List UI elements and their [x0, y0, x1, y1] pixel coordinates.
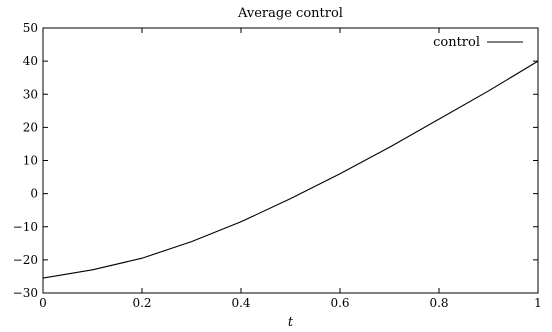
y-tick-label: −30	[13, 286, 38, 300]
x-tick-label: 0	[39, 296, 47, 310]
x-tick-label: 0.6	[330, 296, 349, 310]
series-line-control	[42, 60, 539, 279]
y-tick-label: 0	[30, 187, 38, 201]
y-tick-label: −20	[13, 253, 38, 267]
y-tick-label: −10	[13, 220, 38, 234]
axis-ticks	[42, 27, 539, 294]
y-tick-label: 50	[23, 21, 38, 35]
x-tick-label: 0.2	[132, 296, 151, 310]
x-tick-label: 0.4	[231, 296, 250, 310]
y-tick-label: 40	[23, 54, 38, 68]
legend-label: control	[433, 35, 480, 50]
x-axis-label: t	[288, 315, 294, 330]
y-tick-label: 20	[23, 120, 38, 134]
plot-frame	[42, 27, 539, 294]
axis-tick-labels: 0 0.2 0.4 0.6 0.8 1 −30 −20 −10 0 10 20 30 40 50	[13, 21, 542, 310]
legend: control	[433, 35, 523, 50]
x-tick-label: 0.8	[429, 296, 448, 310]
y-tick-label: 30	[23, 87, 38, 101]
chart-title: Average control	[237, 6, 343, 21]
x-tick-label: 1	[534, 296, 542, 310]
y-tick-label: 10	[23, 154, 38, 168]
